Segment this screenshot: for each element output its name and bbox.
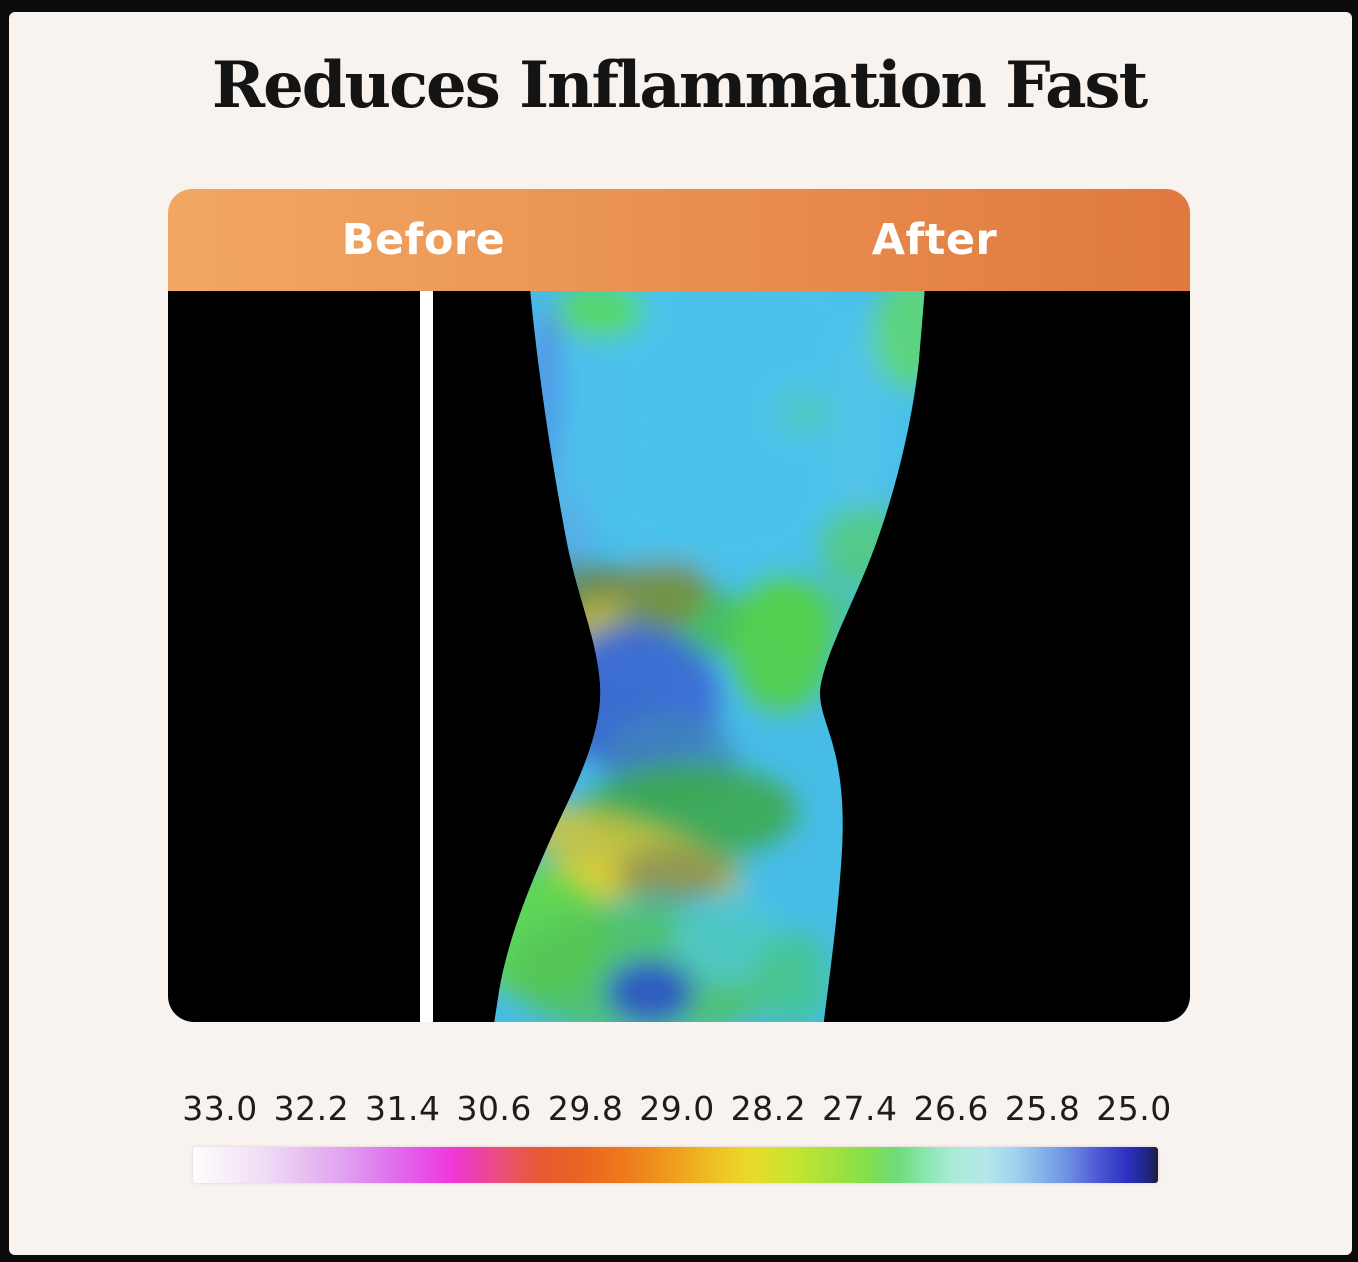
scale-tick: 29.8 <box>547 1089 624 1128</box>
after-label: After <box>871 215 998 265</box>
before-label: Before <box>341 215 506 265</box>
scale-tick: 28.2 <box>730 1089 807 1128</box>
scale-tick: 33.0 <box>182 1089 258 1128</box>
page-title: Reduces Inflammation Fast <box>211 48 1148 123</box>
scale-tick: 32.2 <box>273 1089 350 1128</box>
comparison-header: Before After <box>168 189 1190 291</box>
temperature-gradient-bar <box>193 1147 1158 1183</box>
thermal-scan-image <box>494 291 925 1022</box>
scale-tick: 26.6 <box>913 1089 989 1128</box>
scale-tick: 25.8 <box>1004 1089 1081 1128</box>
scale-tick: 29.0 <box>639 1089 715 1128</box>
scale-tick: 25.0 <box>1096 1089 1172 1128</box>
scale-tick: 30.6 <box>456 1089 532 1128</box>
scale-tick-labels: 33.0 32.2 31.4 30.6 29.8 29.0 28.2 27.4 26.6 25.8… <box>182 1089 1171 1131</box>
before-after-slider-divider[interactable] <box>420 291 433 1022</box>
scale-tick: 31.4 <box>365 1089 441 1128</box>
scale-tick: 27.4 <box>822 1089 898 1128</box>
thermal-image-panel <box>168 291 1190 1022</box>
